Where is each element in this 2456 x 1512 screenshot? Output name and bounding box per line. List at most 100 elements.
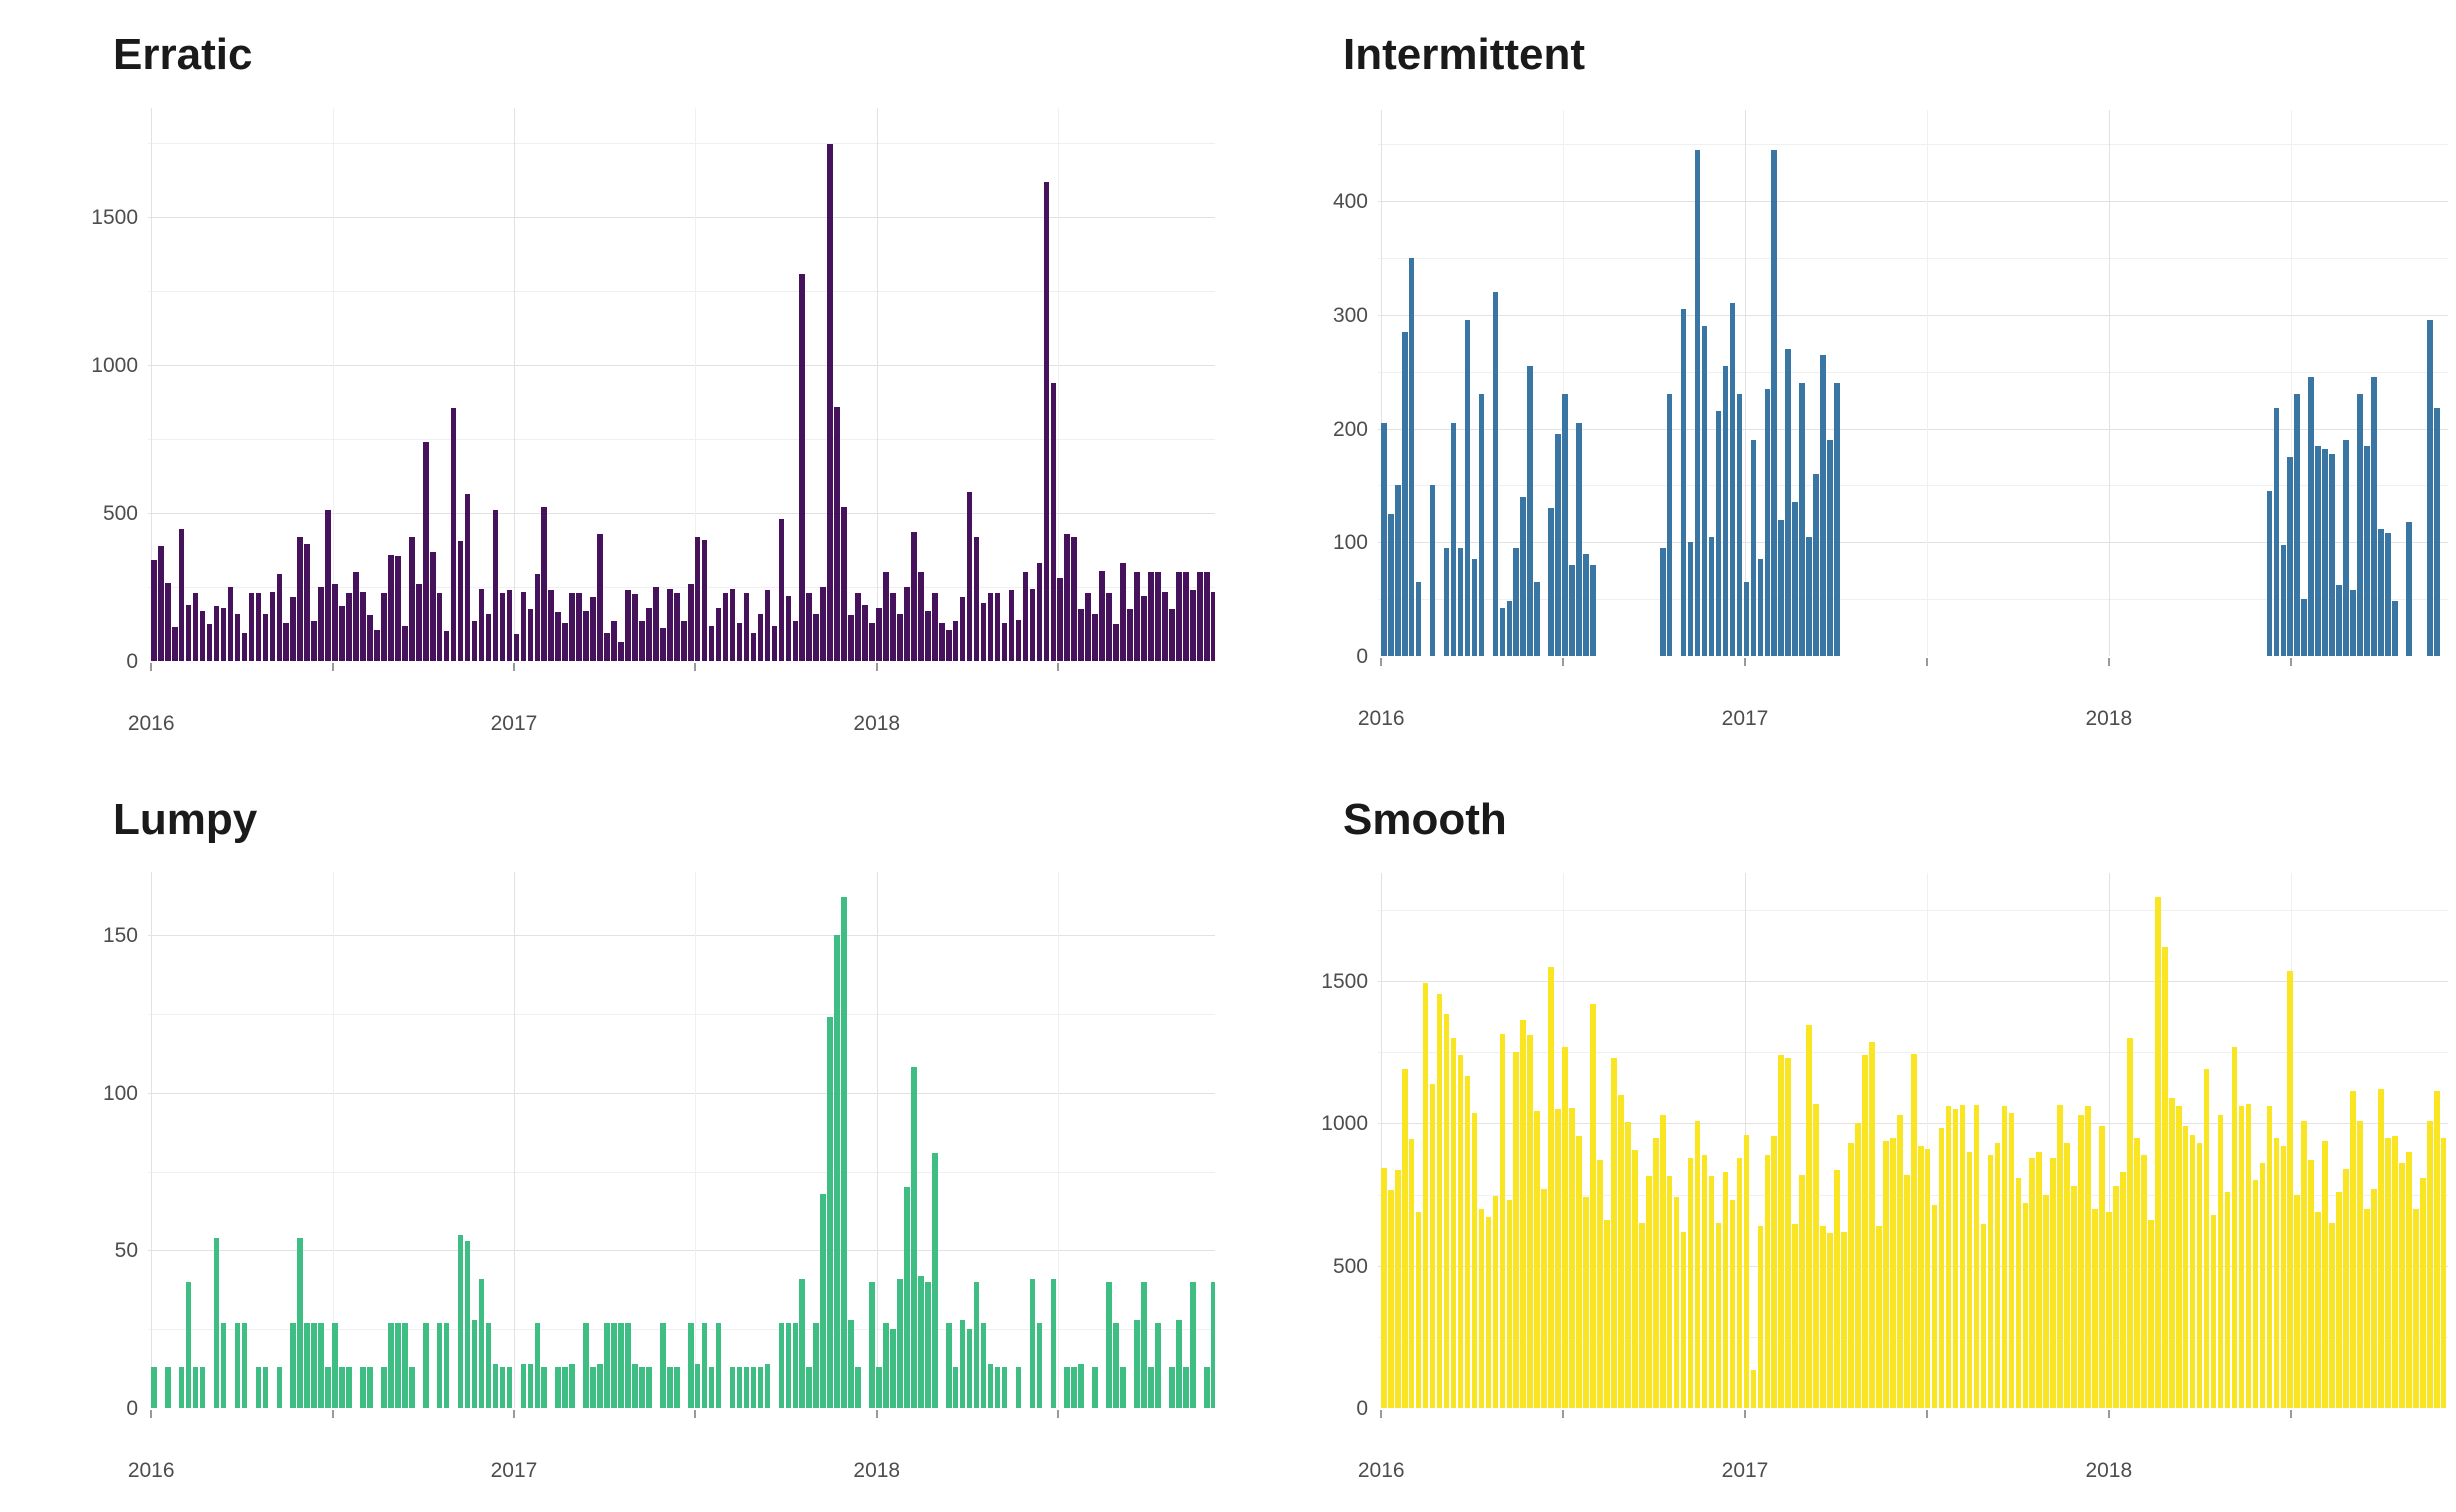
bar [262,1367,269,1408]
bar [1715,411,1722,656]
bar [925,1281,931,1408]
bar [1611,1057,1617,1408]
bar [1576,1136,1582,1408]
bar [1945,1106,1952,1408]
bar [834,935,840,1408]
bar [1210,591,1215,661]
bar [1464,1076,1471,1408]
bar [855,1367,861,1408]
bar [1785,1057,1792,1408]
bar [2273,408,2280,656]
bar [639,621,645,661]
bar [667,1367,673,1408]
bar [687,1322,694,1408]
bar [311,621,317,661]
bar [2252,1180,2259,1408]
bar [2329,453,2335,656]
bar [464,1240,471,1408]
bar [2294,1194,2301,1408]
bar [1478,394,1485,656]
bar [1071,1367,1078,1408]
bar [2440,1137,2447,1408]
bar [2224,1191,2231,1408]
bar [1422,982,1429,1408]
bar [1203,572,1210,661]
bar [2175,1106,2182,1408]
x-tick-label: 2016 [1357,707,1405,730]
bar [485,613,492,661]
bar [2308,377,2314,656]
gridline-h-minor [148,143,1215,145]
bar [555,612,562,661]
bar [367,1367,373,1408]
gridline-v-major [876,108,878,661]
x-tick-label: 2018 [2085,1459,2133,1482]
bar [402,625,408,661]
gridline-h-major [1378,428,2448,430]
axis-tick [875,1410,878,1418]
bar [1569,565,1575,656]
bar [2050,1157,2056,1408]
bar [1618,1094,1624,1408]
y-tick-label: 500 [1332,1254,1368,1278]
bar [1687,542,1694,656]
bar [1680,309,1687,656]
bar [680,621,687,661]
bar [1785,348,1792,656]
bar [157,545,164,661]
bar [2238,1106,2245,1408]
axis-tick [512,663,515,671]
bar [220,1322,227,1408]
bar [1513,1052,1520,1408]
chart-title-smooth: Smooth [1343,795,1507,844]
bar [2161,947,2168,1408]
bar [1429,485,1436,656]
x-tick-label: 2018 [853,712,901,735]
bar [1834,383,1840,656]
bar [1443,547,1450,656]
bar [2259,1163,2266,1408]
bar [1464,320,1471,656]
bar [1673,1197,1680,1408]
bar [1966,1151,1973,1408]
bar [694,536,701,661]
y-tick-label: 1500 [91,206,138,230]
bar [694,1363,701,1408]
bar [1827,439,1833,656]
bar [1162,591,1168,661]
bar [1057,578,1064,661]
bar [757,1367,764,1408]
bar [1120,563,1126,661]
bar [555,1367,562,1408]
bar [1548,508,1554,656]
bar [625,590,631,661]
bar [2092,1208,2098,1408]
bar [799,273,806,661]
bar [966,1329,973,1408]
bar [1029,588,1036,661]
axis-tick [1380,658,1383,666]
bar [318,587,324,661]
bar [1492,292,1499,656]
bar [1764,1154,1771,1408]
bar [1778,1055,1785,1408]
bar [2231,1046,2238,1408]
bar [1666,394,1673,656]
bar [1694,149,1701,656]
x-tick-label: 2018 [853,1459,901,1482]
bar [1910,1053,1917,1408]
bar [848,615,854,661]
bar [1736,394,1743,656]
axis-tick [1925,1410,1928,1418]
bar [1876,1225,1882,1408]
bar [646,1367,652,1408]
bar [1931,1204,1938,1408]
bar [1722,1171,1729,1408]
bar [1499,1033,1506,1408]
bar [959,597,966,661]
bar [1401,331,1408,656]
bar [2287,456,2294,656]
bar [611,621,617,661]
bar [959,1319,966,1408]
